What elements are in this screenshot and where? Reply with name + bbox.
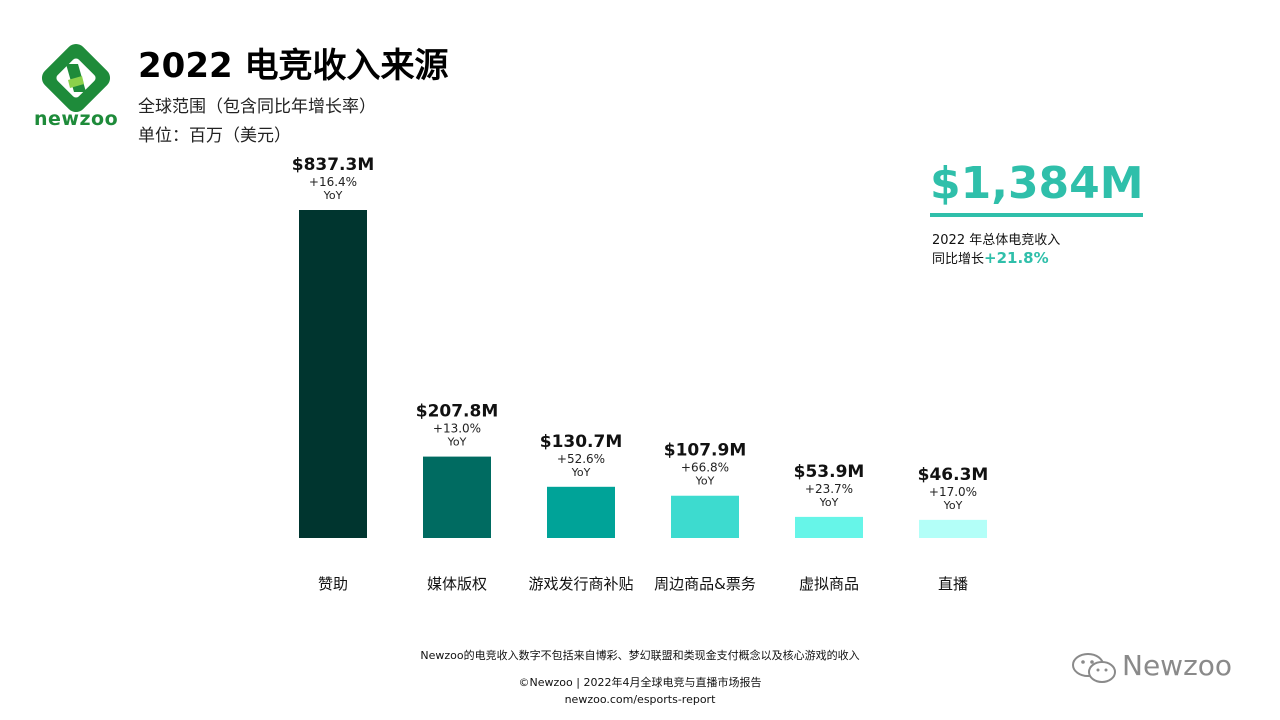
bar-yoy-label: YoY	[943, 499, 963, 512]
category-label: 赞助	[318, 575, 348, 593]
total-revenue: $1,384M	[930, 158, 1144, 209]
bar-growth-label: +13.0%	[433, 422, 481, 436]
page-title: 2022 电竞收入来源	[138, 46, 449, 86]
category-label: 游戏发行商补贴	[528, 575, 633, 593]
bar-yoy-label: YoY	[447, 436, 467, 449]
bar-value-label: $53.9M	[794, 462, 865, 482]
bar-3	[547, 486, 615, 538]
total-growth-prefix: 同比增长	[932, 252, 985, 267]
watermark-text: Newzoo	[1122, 649, 1233, 682]
logo-text: newzoo	[34, 108, 119, 130]
bar-growth-label: +66.8%	[681, 461, 729, 475]
bar-value-label: $837.3M	[292, 155, 375, 175]
copyright: ©Newzoo | 2022年4月全球电竞与直播市场报告	[518, 676, 762, 689]
category-label: 周边商品&票务	[654, 575, 756, 593]
footnote: Newzoo的电竞收入数字不包括来自博彩、梦幻联盟和类现金支付概念以及核心游戏的…	[420, 649, 860, 662]
wechat-icon	[1072, 653, 1116, 683]
bar-yoy-label: YoY	[571, 466, 591, 479]
total-growth-value: +21.8%	[984, 249, 1049, 267]
page-subtitle: 全球范围（包含同比年增长率）	[138, 97, 376, 117]
bar-growth-label: +23.7%	[805, 482, 853, 496]
bar-yoy-label: YoY	[695, 475, 715, 488]
bar-4	[671, 495, 739, 538]
total-underline	[930, 213, 1143, 217]
bar-2	[423, 456, 491, 538]
bar-value-label: $207.8M	[416, 402, 499, 422]
bar-value-label: $46.3M	[918, 465, 989, 485]
bar-growth-label: +17.0%	[929, 485, 977, 499]
total-revenue-label: 2022 年总体电竞收入	[932, 233, 1061, 248]
bar-value-label: $130.7M	[540, 432, 623, 452]
bar-5	[795, 516, 863, 538]
bar-yoy-label: YoY	[323, 189, 343, 202]
category-label: 媒体版权	[427, 575, 487, 593]
total-growth-row: 同比增长+21.8%	[932, 248, 1049, 267]
bar-growth-label: +16.4%	[309, 175, 357, 189]
bar-6	[919, 519, 987, 538]
category-label: 虚拟商品	[799, 575, 859, 593]
bar-value-label: $107.9M	[664, 441, 747, 461]
bar-growth-label: +52.6%	[557, 452, 605, 466]
report-url: newzoo.com/esports-report	[564, 693, 716, 706]
bar-yoy-label: YoY	[819, 496, 839, 509]
category-label: 直播	[938, 575, 968, 593]
newzoo-logo	[41, 43, 111, 113]
unit-label: 单位：百万（美元）	[138, 126, 291, 146]
bar-1	[299, 210, 367, 538]
